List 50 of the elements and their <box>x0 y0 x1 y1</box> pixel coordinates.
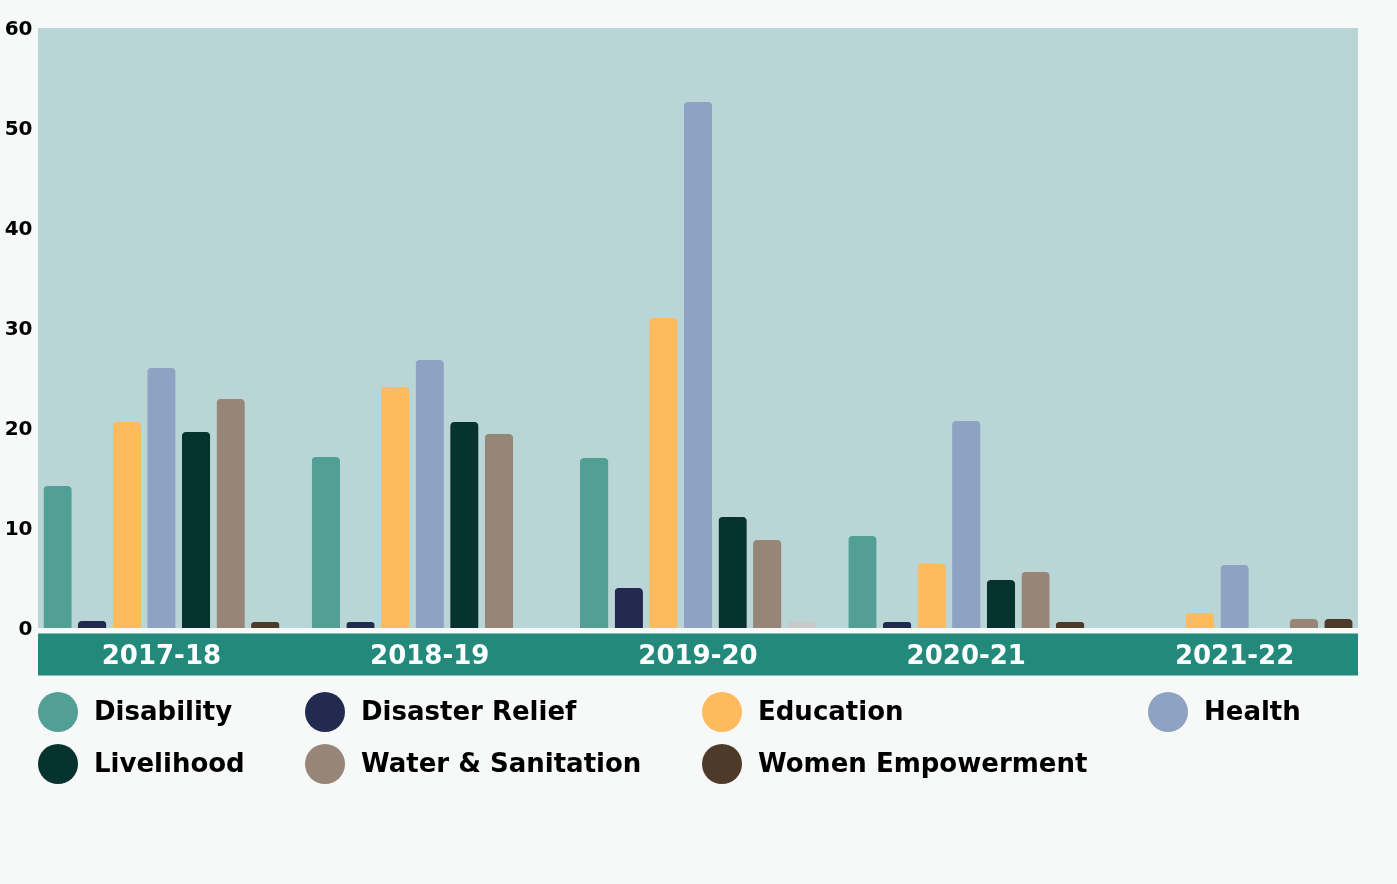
legend-label: Livelihood <box>94 748 245 778</box>
bar <box>112 422 141 628</box>
y-tick-label: 60 <box>4 15 33 40</box>
bar <box>1185 613 1215 628</box>
bar <box>1220 565 1249 628</box>
bar <box>683 102 713 628</box>
bar <box>450 422 479 628</box>
bar <box>147 368 176 628</box>
legend-label: Disability <box>94 696 233 726</box>
bar <box>753 540 782 628</box>
bar <box>346 622 375 628</box>
x-tick-label: 2019-20 <box>638 639 758 670</box>
y-tick-label: 0 <box>18 615 33 640</box>
bar <box>649 318 678 628</box>
bar <box>1055 622 1085 628</box>
legend-label: Disaster Relief <box>361 696 578 726</box>
bar <box>181 432 211 628</box>
legend-label: Education <box>758 696 904 726</box>
bar <box>986 580 1016 628</box>
legend-label: Water & Sanitation <box>361 748 642 778</box>
bar <box>952 421 981 628</box>
bar <box>43 486 72 628</box>
legend-label: Health <box>1204 696 1301 726</box>
bar <box>216 399 245 628</box>
legend-label: Women Empowerment <box>758 748 1088 778</box>
bar <box>484 434 514 628</box>
bar <box>787 622 817 628</box>
x-tick-label: 2020-21 <box>906 639 1026 670</box>
y-tick-label: 30 <box>4 315 33 340</box>
x-tick-label: 2018-19 <box>370 639 490 670</box>
bar <box>1324 619 1353 628</box>
bar <box>415 360 444 628</box>
bar <box>251 622 280 628</box>
bar <box>380 387 410 628</box>
bar <box>718 517 747 628</box>
bar <box>77 621 107 628</box>
bar <box>848 536 877 628</box>
bar <box>917 564 946 628</box>
x-tick-label: 2021-22 <box>1174 639 1295 670</box>
bar <box>1289 619 1319 628</box>
bar <box>311 457 341 628</box>
bar <box>882 622 912 628</box>
y-tick-label: 40 <box>4 215 33 240</box>
bar <box>1021 572 1050 628</box>
y-tick-label: 20 <box>4 415 33 440</box>
x-tick-label: 2017-18 <box>101 639 222 670</box>
bar <box>614 588 643 628</box>
bar <box>579 458 609 628</box>
y-tick-label: 50 <box>4 115 33 140</box>
y-tick-label: 10 <box>4 515 33 540</box>
